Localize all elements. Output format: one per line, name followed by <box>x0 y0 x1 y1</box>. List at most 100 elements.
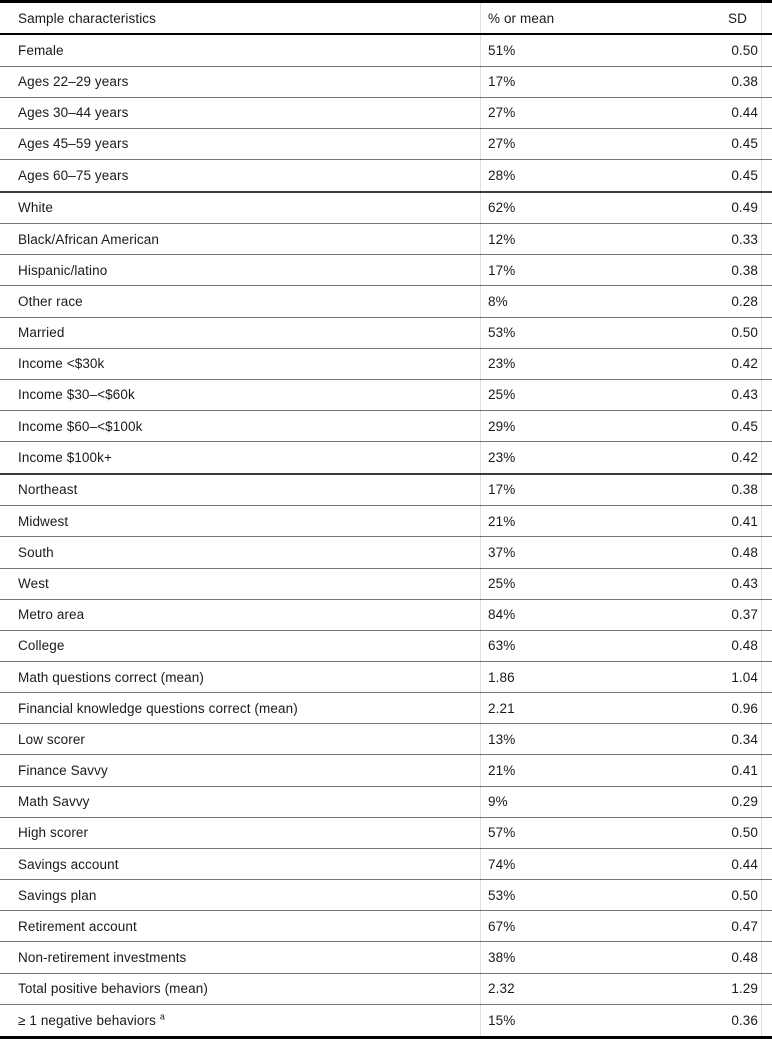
table-row: Other race 8% 0.28 <box>0 285 772 318</box>
row-label: West <box>0 568 480 600</box>
table-row: Metro area 84% 0.37 <box>0 599 772 631</box>
row-label: Finance Savvy <box>0 754 480 787</box>
row-value: 74% <box>480 848 714 881</box>
row-label: Midwest <box>0 505 480 538</box>
row-sd: 0.47 <box>714 910 772 943</box>
table-body: Female 51% 0.50 Ages 22–29 years 17% 0.38 Ages… <box>0 34 772 1038</box>
table-row: Income $30–<$60k 25% 0.43 <box>0 379 772 412</box>
row-label: Ages 22–29 years <box>0 66 480 98</box>
row-value: 25% <box>480 568 714 600</box>
row-value: 2.32 <box>480 973 714 1005</box>
row-label: Ages 60–75 years <box>0 159 480 193</box>
row-label: Non-retirement investments <box>0 941 480 974</box>
row-label: Married <box>0 317 480 349</box>
table-row: Math questions correct (mean) 1.86 1.04 <box>0 661 772 694</box>
row-sd: 0.38 <box>714 254 772 287</box>
row-sd: 0.49 <box>714 191 772 225</box>
row-value: 63% <box>480 630 714 663</box>
table-header: Sample characteristics % or mean SD <box>0 1 772 35</box>
row-label: ≥ 1 negative behaviors a <box>18 1011 165 1028</box>
row-value: 15% <box>488 1012 516 1028</box>
row-sd: 0.50 <box>714 817 772 849</box>
row-value: 84% <box>480 599 714 631</box>
row-sd: 0.41 <box>714 505 772 538</box>
row-sd: 0.50 <box>714 34 772 67</box>
row-label: Female <box>0 34 480 67</box>
column-header-sd: SD <box>714 1 772 35</box>
row-value: 2.21 <box>480 692 714 725</box>
table-row: Non-retirement investments 38% 0.48 <box>0 941 772 974</box>
row-value: 28% <box>480 159 714 193</box>
row-value: 53% <box>480 317 714 349</box>
row-value: 23% <box>480 441 714 475</box>
table-row: Total positive behaviors (mean) 2.32 1.29 <box>0 973 772 1005</box>
row-value: 29% <box>480 410 714 443</box>
row-sd: 0.48 <box>714 536 772 569</box>
row-value: 27% <box>480 128 714 161</box>
row-label: Hispanic/latino <box>0 254 480 287</box>
row-label: Low scorer <box>0 723 480 756</box>
row-label: Savings account <box>0 848 480 881</box>
row-value: 53% <box>480 879 714 912</box>
row-label: High scorer <box>0 817 480 849</box>
header-row: Sample characteristics % or mean SD <box>0 1 772 35</box>
table-row: Financial knowledge questions correct (m… <box>0 692 772 725</box>
row-label: Income $100k+ <box>0 441 480 475</box>
table-row: Retirement account 67% 0.47 <box>0 910 772 943</box>
row-label: Other race <box>0 285 480 318</box>
row-value: 27% <box>480 97 714 129</box>
table-row: Ages 22–29 years 17% 0.38 <box>0 66 772 98</box>
row-sd: 0.37 <box>714 599 772 631</box>
row-sd: 0.48 <box>714 941 772 974</box>
table-row: Female 51% 0.50 <box>0 34 772 67</box>
row-value: 37% <box>480 536 714 569</box>
footnote-marker: a <box>159 1011 165 1022</box>
table-row: Savings plan 53% 0.50 <box>0 879 772 912</box>
column-header-sample-characteristics: Sample characteristics <box>0 1 480 35</box>
row-sd: 0.42 <box>714 348 772 380</box>
row-sd: 0.29 <box>714 786 772 818</box>
table-row: South 37% 0.48 <box>0 536 772 569</box>
row-value: 23% <box>480 348 714 380</box>
row-sd: 0.96 <box>714 692 772 725</box>
row-sd: 0.48 <box>714 630 772 663</box>
row-label: Income $60–<$100k <box>0 410 480 443</box>
row-sd: 0.45 <box>714 410 772 443</box>
row-label: Savings plan <box>0 879 480 912</box>
row-label: Income <$30k <box>0 348 480 380</box>
row-sd: 0.36 <box>731 1012 758 1028</box>
row-sd: 0.45 <box>714 128 772 161</box>
row-value: 67% <box>480 910 714 943</box>
row-sd: 0.50 <box>714 317 772 349</box>
table-row: Midwest 21% 0.41 <box>0 505 772 538</box>
table-row: Married 53% 0.50 <box>0 317 772 349</box>
row-label: Metro area <box>0 599 480 631</box>
row-label: Financial knowledge questions correct (m… <box>0 692 480 725</box>
row-value: 1.86 <box>480 661 714 694</box>
table-row: West 25% 0.43 <box>0 568 772 600</box>
row-label: Black/African American <box>0 223 480 256</box>
row-sd: 0.28 <box>714 285 772 318</box>
row-sd: 0.33 <box>714 223 772 256</box>
table-row: Ages 30–44 years 27% 0.44 <box>0 97 772 129</box>
row-value: 21% <box>480 754 714 787</box>
table-row: Ages 45–59 years 27% 0.45 <box>0 128 772 161</box>
row-value: 25% <box>480 379 714 412</box>
table-row: College 63% 0.48 <box>0 630 772 663</box>
row-value: 9% <box>480 786 714 818</box>
table-row: White 62% 0.49 <box>0 191 772 225</box>
row-label: Ages 45–59 years <box>0 128 480 161</box>
row-label: Income $30–<$60k <box>0 379 480 412</box>
table-row: Low scorer 13% 0.34 <box>0 723 772 756</box>
row-sd: 1.04 <box>714 661 772 694</box>
table-row: Northeast 17% 0.38 <box>0 473 772 507</box>
row-label: College <box>0 630 480 663</box>
row-label: Math questions correct (mean) <box>0 661 480 694</box>
row-sd: 0.38 <box>714 473 772 507</box>
row-value: 13% <box>480 723 714 756</box>
table-row: High scorer 57% 0.50 <box>0 817 772 849</box>
row-label: Math Savvy <box>0 786 480 818</box>
table-row: Hispanic/latino 17% 0.38 <box>0 254 772 287</box>
row-value: 57% <box>480 817 714 849</box>
